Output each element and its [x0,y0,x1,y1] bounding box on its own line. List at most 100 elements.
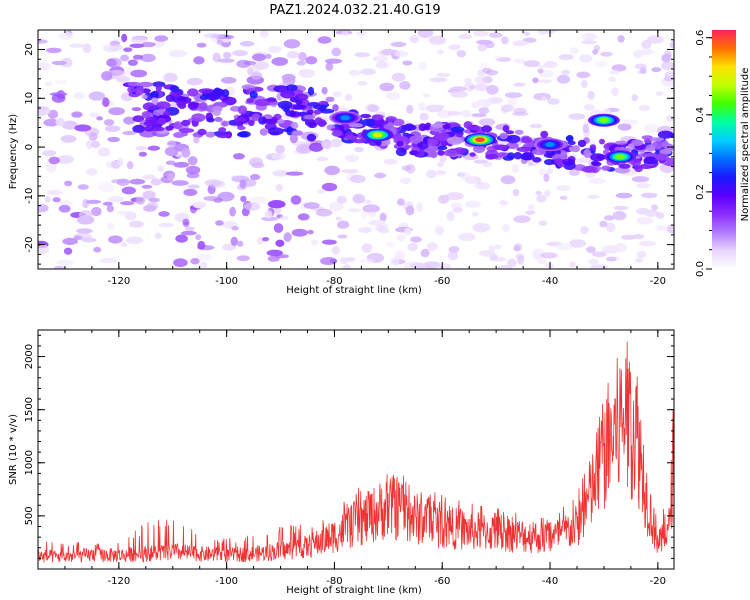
spectrogram-blob [85,140,93,150]
spectrogram-blob [438,194,450,204]
spectrogram-blob [520,153,535,161]
spectrogram-blob [130,69,148,78]
spectrogram-blob [104,125,121,132]
spectrogram-blob [651,67,662,73]
spectrogram-blob [544,159,555,166]
spectrogram-blob [121,33,128,43]
spectrogram-blob [614,140,628,145]
y-tick-label: -20 [24,236,35,252]
spectrogram-blob [120,242,128,247]
spectrogram-blob [144,126,154,132]
spectrogram-blob [185,226,195,231]
spectrogram-blob [146,202,159,211]
spectrogram-blob [81,237,97,243]
spectrogram-blob [63,247,73,255]
spectrogram-blob [636,250,647,259]
spectrogram-blob [350,174,366,184]
spectrogram-blob [409,150,419,156]
spectrogram-blob [527,204,536,211]
spectrogram-blob [106,57,122,68]
spectrogram-blob [141,184,153,189]
spectrogram-blob [340,257,349,264]
spectrogram-blob [212,109,221,116]
spectrogram-blob [555,185,571,192]
spectrogram-blob [368,219,386,226]
spectrogram-blob [448,246,460,253]
spectrogram-blob [507,152,515,160]
spectrogram-blob [279,215,289,221]
spectrogram-blob [361,243,373,253]
spectrogram-blob [205,131,215,138]
x-tick-label: -20 [650,276,666,287]
spectrogram-blob [380,48,397,56]
snr-panel: -120 -100 -80 -60 -40 -20 500 1000 1500 2000 Heig… [8,329,675,596]
spectrogram-blob [329,201,344,212]
spectrogram-blob [141,41,156,48]
spectrogram-blob [131,107,142,112]
spectrogram-peak [545,142,555,148]
spectrogram-blob [292,104,307,110]
spectrogram-blob [154,35,169,42]
spectrogram-blob [543,61,558,68]
spectrogram-blob [126,236,143,245]
spectrogram-blob [96,116,103,121]
spectrogram-blob [464,82,475,92]
spectrogram-blob [321,86,328,95]
spectrogram-blob [396,140,404,147]
spectrogram-blob [621,234,637,240]
spectrogram-blob [109,44,124,52]
spectrogram-blob [62,237,78,245]
spectrogram-blob [325,62,334,71]
spectrogram-blob [321,239,337,245]
spectrogram-blob [639,240,656,247]
spectrogram-blob [220,77,237,84]
spectrogram-blob [592,251,607,258]
spectrogram-blob [291,228,308,237]
spectrogram-blob [56,200,74,206]
snr-y-axis-label: SNR (10 * v/v) [8,414,19,485]
spectrogram-blob [231,175,243,180]
spectrogram-blob [97,147,111,157]
spectrogram-blob [436,72,451,77]
spectrogram-blob [298,51,307,62]
spectrogram-blob [437,150,445,156]
spectrogram-blob [74,124,92,132]
spectrogram-blob [372,55,388,63]
spectrogram-blob [173,132,185,138]
spectrogram-blob [103,119,115,126]
spectrogram-blob [621,119,639,125]
spectrogram-blob [410,236,422,243]
spectrogram-blob [310,239,319,246]
spectrogram-blob [581,40,597,45]
spectrogram-blob [89,112,100,118]
spectrogram-blob [405,205,415,216]
spectrogram-blob [281,73,296,82]
spectrogram-blob [248,119,255,127]
spectrogram-blob [285,171,304,176]
spectrogram-blob [234,117,247,123]
spectrogram-blob [132,115,145,123]
spectrogram-blob [285,84,298,92]
spectrogram-blob [568,113,586,120]
spectrogram-blob [575,157,590,164]
spectrogram-blob [122,130,136,136]
spectrogram-blob [443,149,458,157]
spectrogram-blob [559,195,568,200]
spectrogram-blob [473,30,489,37]
spectrogram-blob [206,117,215,123]
spectrogram-blob [359,258,375,264]
spectrogram-blob [237,125,246,131]
spectrogram-blob [373,119,389,126]
spectrogram-blob [427,138,439,147]
spectrogram-blob [617,35,625,43]
spectrogram-blob [505,130,514,135]
spectrogram-blob [212,88,225,96]
spectrogram-blob [223,51,232,59]
spectrogram-blob [655,225,667,231]
spectrogram-blob [447,111,462,116]
x-tick-label: -120 [107,576,130,587]
spectrogram-blob [240,195,247,203]
x-tick-label: -100 [215,276,238,287]
spectrogram-blob [82,198,90,209]
